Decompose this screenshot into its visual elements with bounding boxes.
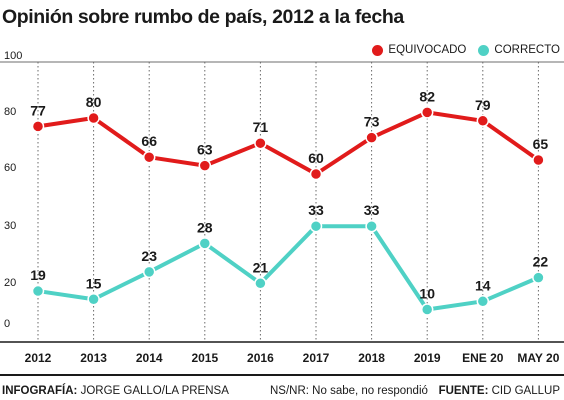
data-label: 73 <box>364 114 380 130</box>
data-point <box>476 114 490 128</box>
data-point <box>254 277 267 290</box>
data-point <box>254 136 267 150</box>
legend-label-equivocado: EQUIVOCADO <box>388 44 467 56</box>
y-tick-label: 60 <box>4 162 16 174</box>
chart-title: Opinión sobre rumbo de país, 2012 a la f… <box>2 6 404 28</box>
legend-swatch-correcto <box>478 44 490 56</box>
footer-note: NS/NR: No sabe, no respondió <box>270 385 428 397</box>
data-point <box>365 219 378 233</box>
data-point <box>532 153 545 167</box>
data-label: 65 <box>533 136 549 152</box>
footer-source-label: FUENTE: <box>438 385 489 397</box>
x-tick-label: 2012 <box>25 351 52 365</box>
x-tick-label: MAY 20 <box>517 351 559 365</box>
y-tick-label: 100 <box>4 50 22 62</box>
x-tick-label: 2015 <box>191 351 218 365</box>
data-label: 22 <box>533 254 549 270</box>
data-label: 71 <box>253 119 269 135</box>
legend-label-correcto: CORRECTO <box>494 44 560 56</box>
data-label: 77 <box>30 102 46 118</box>
footer-source: FUENTE: CID GALLUP <box>439 385 560 397</box>
data-label: 33 <box>308 202 324 218</box>
y-tick-label: 20 <box>4 277 16 289</box>
data-point <box>420 303 434 316</box>
data-point <box>31 284 45 298</box>
y-tick-label: 0 <box>4 318 10 330</box>
data-point <box>309 219 323 233</box>
footer-credit-value: JORGE GALLO/LA PRENSA <box>80 385 229 397</box>
data-point <box>532 271 545 284</box>
data-label: 14 <box>475 277 491 293</box>
data-label: 79 <box>475 97 491 113</box>
x-tick-label: 2019 <box>414 351 441 365</box>
data-label: 82 <box>419 88 435 104</box>
x-tick-label: 2016 <box>247 351 274 365</box>
data-label: 21 <box>253 259 269 275</box>
x-tick-label: ENE 20 <box>462 351 504 365</box>
data-point <box>309 167 323 181</box>
y-tick-label: 80 <box>4 106 16 118</box>
data-label: 19 <box>30 267 46 283</box>
chart-footer: INFOGRAFÍA: JORGE GALLO/LA PRENSA NS/NR:… <box>0 374 564 397</box>
data-point <box>420 106 434 119</box>
data-point <box>31 120 45 133</box>
line-chart: 100 80 60 30 20 0 2012 2013 2014 2015 2016 2017 2018… <box>0 50 564 365</box>
footer-credit: INFOGRAFÍA: JORGE GALLO/LA PRENSA <box>2 385 229 397</box>
data-label: 66 <box>141 133 157 149</box>
data-label: 63 <box>197 142 213 158</box>
legend-item-correcto: CORRECTO <box>478 44 560 56</box>
legend-item-equivocado: EQUIVOCADO <box>372 44 466 56</box>
data-label: 28 <box>197 219 213 235</box>
y-tick-label: 30 <box>4 220 16 232</box>
series-line-correcto <box>36 224 541 312</box>
footer-source-value: CID GALLUP <box>491 385 560 397</box>
data-label: 60 <box>308 150 324 166</box>
data-point <box>198 237 212 250</box>
data-point <box>142 150 156 164</box>
data-point <box>198 159 212 172</box>
data-point <box>87 293 100 306</box>
data-point <box>476 295 490 308</box>
data-point <box>365 131 378 144</box>
data-label: 10 <box>419 286 435 302</box>
data-label: 33 <box>364 202 380 218</box>
legend-swatch-equivocado <box>372 44 384 56</box>
chart-legend: EQUIVOCADO CORRECTO <box>372 44 560 56</box>
series-line-equivocado <box>36 110 541 176</box>
data-label: 80 <box>86 94 102 110</box>
x-tick-label: 2013 <box>80 351 107 365</box>
data-label: 23 <box>141 248 157 264</box>
x-tick-label: 2018 <box>358 351 385 365</box>
data-point <box>87 111 100 125</box>
x-tick-label: 2014 <box>136 351 163 365</box>
x-tick-label: 2017 <box>303 351 330 365</box>
data-label: 15 <box>86 275 102 291</box>
data-point <box>142 265 156 279</box>
footer-credit-label: INFOGRAFÍA: <box>2 385 78 397</box>
